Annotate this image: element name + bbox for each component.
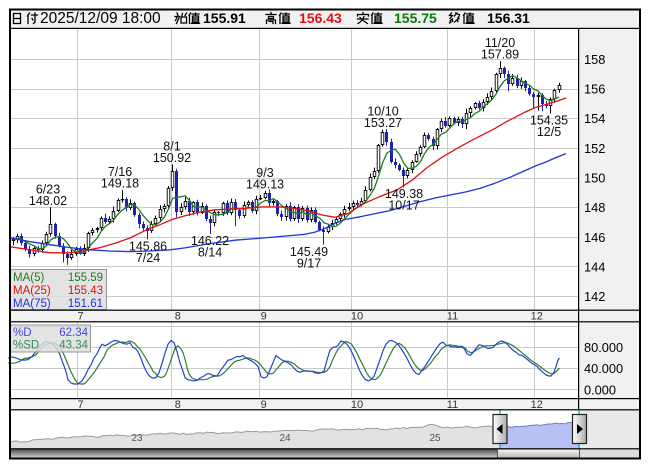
svg-text:7: 7 <box>77 311 83 323</box>
svg-text:149.18: 149.18 <box>101 177 139 191</box>
svg-text:9: 9 <box>261 311 267 323</box>
svg-text:MA(5): MA(5) <box>13 272 44 284</box>
svg-text:154.35: 154.35 <box>530 114 568 128</box>
svg-text:10/10: 10/10 <box>367 105 398 119</box>
svg-text:11/20: 11/20 <box>485 36 515 50</box>
svg-text:152: 152 <box>584 141 605 156</box>
svg-text:8: 8 <box>175 399 181 411</box>
svg-text:25: 25 <box>429 433 441 444</box>
svg-text:9: 9 <box>261 399 267 411</box>
svg-text:9/3: 9/3 <box>256 166 273 180</box>
svg-text:158: 158 <box>584 52 605 67</box>
svg-text:156.31: 156.31 <box>487 10 530 26</box>
svg-text:9/17: 9/17 <box>297 256 321 270</box>
svg-text:7: 7 <box>77 399 83 411</box>
svg-text:146: 146 <box>584 230 605 245</box>
svg-text:156: 156 <box>584 82 605 97</box>
svg-text:153.27: 153.27 <box>364 116 402 130</box>
svg-text:155.59: 155.59 <box>68 272 103 284</box>
svg-text:43.34: 43.34 <box>59 340 88 352</box>
svg-text:154: 154 <box>584 111 605 126</box>
svg-text:145.49: 145.49 <box>290 245 328 259</box>
svg-text:155.75: 155.75 <box>394 10 437 26</box>
svg-text:80.000: 80.000 <box>584 340 623 355</box>
svg-text:8/1: 8/1 <box>163 139 180 153</box>
svg-text:MA(25): MA(25) <box>13 285 51 297</box>
svg-text:8/14: 8/14 <box>198 246 222 260</box>
svg-text:11: 11 <box>447 399 458 411</box>
svg-text:6/23: 6/23 <box>36 182 60 196</box>
svg-text:%D: %D <box>13 327 32 339</box>
svg-text:12: 12 <box>531 399 543 411</box>
svg-text:7/16: 7/16 <box>108 165 132 179</box>
svg-text:149.38: 149.38 <box>385 187 423 201</box>
svg-text:10/17: 10/17 <box>388 199 419 213</box>
svg-text:155.91: 155.91 <box>203 10 246 26</box>
svg-text:146.22: 146.22 <box>191 234 229 248</box>
svg-text:149.13: 149.13 <box>246 177 284 191</box>
svg-text:62.34: 62.34 <box>59 327 88 339</box>
svg-text:10: 10 <box>351 311 363 323</box>
svg-text:23: 23 <box>131 433 143 444</box>
svg-text:155.43: 155.43 <box>68 285 103 297</box>
svg-text:%SD: %SD <box>13 340 39 352</box>
svg-text:2025/12/09 18:00: 2025/12/09 18:00 <box>40 10 161 27</box>
svg-text:MA(75): MA(75) <box>13 298 51 310</box>
svg-text:156.43: 156.43 <box>299 10 342 26</box>
svg-text:8: 8 <box>175 311 181 323</box>
svg-text:150: 150 <box>584 171 605 186</box>
svg-text:150.92: 150.92 <box>153 151 191 165</box>
svg-text:148.02: 148.02 <box>29 194 67 208</box>
svg-text:148: 148 <box>584 200 605 215</box>
svg-text:10: 10 <box>351 399 363 411</box>
svg-text:12/5: 12/5 <box>537 125 561 139</box>
svg-text:24: 24 <box>279 433 291 444</box>
svg-text:40.000: 40.000 <box>584 361 623 376</box>
svg-text:157.89: 157.89 <box>481 48 519 62</box>
svg-text:144: 144 <box>584 259 605 274</box>
svg-text:142: 142 <box>584 289 605 304</box>
svg-text:7/24: 7/24 <box>136 251 160 265</box>
svg-text:11: 11 <box>447 311 458 323</box>
svg-text:151.61: 151.61 <box>68 298 103 310</box>
svg-text:145.86: 145.86 <box>129 239 167 253</box>
svg-text:12: 12 <box>531 311 543 323</box>
svg-text:0.000: 0.000 <box>584 382 616 397</box>
